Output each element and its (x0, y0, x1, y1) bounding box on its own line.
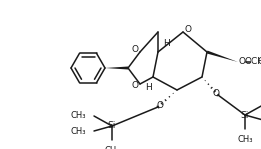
Text: H: H (163, 39, 169, 49)
Text: CH₃: CH₃ (104, 146, 120, 149)
Polygon shape (206, 51, 238, 62)
Text: O: O (157, 100, 163, 110)
Text: Si: Si (241, 111, 249, 119)
Text: Si: Si (108, 121, 116, 131)
Text: CH₃: CH₃ (237, 135, 253, 144)
Text: O: O (132, 45, 139, 55)
Text: CH₃: CH₃ (70, 111, 86, 121)
Polygon shape (105, 66, 128, 69)
Text: CH₃: CH₃ (70, 127, 86, 135)
Text: OCH₃: OCH₃ (244, 58, 261, 66)
Text: H: H (145, 83, 151, 91)
Text: O: O (132, 82, 139, 90)
Text: O: O (239, 58, 246, 66)
Text: CH₃: CH₃ (258, 58, 261, 66)
Text: O: O (185, 25, 192, 35)
Text: O: O (212, 89, 220, 97)
